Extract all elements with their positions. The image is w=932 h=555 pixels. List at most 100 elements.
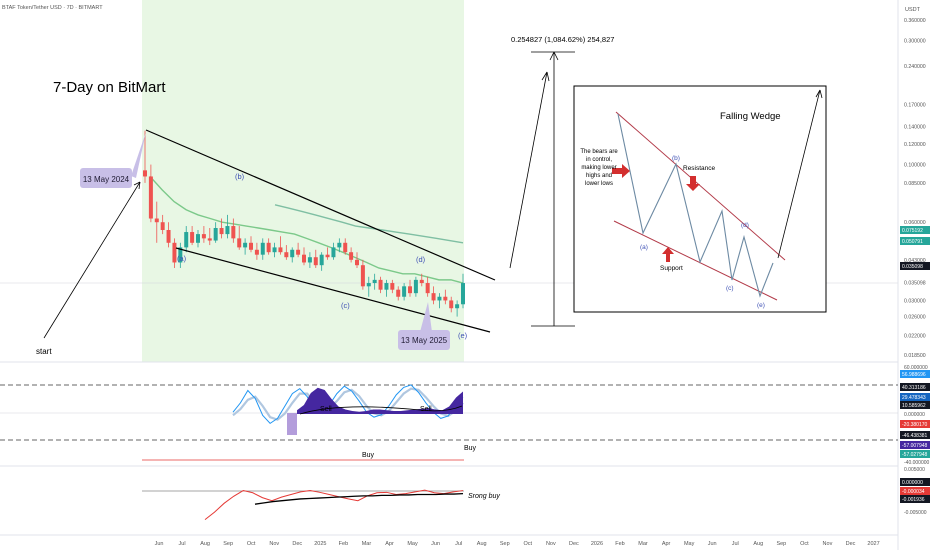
time-axis-tick: Sep [500,541,510,547]
price-axis-tick: 0.035098 [904,281,926,287]
buy-label-1: Buy [362,452,375,459]
price-badge-bg [900,262,930,270]
time-axis-tick: Apr [662,541,671,547]
time-axis-tick: Dec [292,541,302,547]
price-axis-tick: 0.026000 [904,315,926,321]
time-axis-tick: Dec [846,541,856,547]
candle-body [390,283,395,290]
time-axis-tick: Dec [569,541,579,547]
candle-body [455,304,460,309]
candle-body [307,257,312,263]
time-axis-tick: Aug [200,541,210,547]
callout-2025 [398,330,450,350]
candle-body [437,296,442,301]
start-arrow-head [133,181,141,190]
inset-support-arrow [662,247,674,262]
time-axis-tick: Oct [247,541,256,547]
wave-b-label: (b) [235,172,245,181]
candle-body [272,247,277,253]
buy-label-2: Buy [464,445,477,452]
inset-bears-line-5: lower lows [585,181,613,187]
measure-arrow-head [549,51,559,61]
candle-body [431,293,436,301]
inset-title: Falling Wedge [720,111,781,122]
inset-frame [573,85,827,313]
candle-body [231,226,236,239]
candle-body [284,252,289,258]
price-axis-tick: 0.170000 [904,103,926,109]
symbol-line: BTAF Token/Tether USD · 7D · BITMART [2,5,103,11]
time-axis-tick: Jul [179,541,186,547]
time-axis-tick: May [407,541,418,547]
time-axis-tick: May [684,541,695,547]
inset-label-a: (a) [640,244,648,251]
price-axis-tick: 0.360000 [904,18,926,24]
time-axis-tick: Jul [455,541,462,547]
inset-label-c: (c) [726,285,734,292]
candle-body [461,283,465,305]
start-label: start [36,347,52,356]
stoch-d-line [232,387,464,421]
momentum-badge-text: 0.000000 [902,480,923,486]
oscillator-block [287,413,297,435]
candle-body [266,242,271,253]
callout-pointer-2025 [420,302,432,332]
sell-label-2: Sell [420,406,432,413]
momentum-badge-bg [900,495,930,503]
time-axis-tick: Jul [732,541,739,547]
price-axis-unit: USDT [905,7,921,13]
candle-body [166,230,171,243]
ma-slow-line [274,204,464,244]
candle-body [201,234,206,239]
callout-2024-label: 13 May 2024 [83,175,130,184]
inset-breakout-head [815,89,823,99]
time-axis-tick: Oct [800,541,809,547]
momentum-badge-bg [900,478,930,486]
candle-body [260,242,265,255]
time-axis-tick: Nov [546,541,556,547]
time-axis-tick: Nov [269,541,279,547]
measure-label: 0.254827 (1,084.62%) 254,827 [511,35,614,44]
time-axis-tick: 2025 [314,541,326,547]
candle-body [196,234,200,243]
wedge-upper-line [145,129,496,281]
candle-body [378,279,383,290]
inset-support-line [613,220,778,301]
time-axis-tick: Jun [708,541,717,547]
price-badge-text: 0.075192 [902,228,923,234]
highlight-zone [142,0,464,362]
stoch-badge-bg [900,370,930,378]
time-axis-tick: Jun [431,541,440,547]
osc-badge-bg [900,420,930,428]
candle-body [278,247,283,253]
price-axis-tick: 0.140000 [904,125,926,131]
candle-body [313,257,318,266]
ma-fast-line [149,175,464,284]
oscillator-signal [299,405,463,415]
stoch-badge-text: 29.478343 [902,395,926,401]
candle-body [207,238,212,241]
projection-arrow-head [541,71,550,82]
candle-body [219,228,224,235]
inset-bears-line-2: in control, [586,157,612,163]
time-axis-tick: 2027 [867,541,879,547]
stoch-axis-tick: 60.000000 [904,365,928,371]
price-axis-tick: 0.085000 [904,181,926,187]
stoch-badge-text: 10.585962 [902,403,926,409]
inset-bears-line-1: The bears are [580,149,618,155]
sell-label-1: Sell [320,406,332,413]
wedge-lower-line [175,247,491,333]
candle-body [396,289,401,297]
stoch-badge-text: 40.313186 [902,385,926,391]
callout-2025-label: 13 May 2025 [401,336,448,345]
momentum-badge-text: -0.001936 [902,497,925,503]
wave-c-label: (c) [341,301,350,310]
osc-badge-bg [900,441,930,449]
inset-label-e: (e) [757,302,765,309]
candle-body [355,259,359,266]
inset-bears-line-3: making lower [581,165,616,171]
candle-body [425,283,430,294]
candle-body [384,283,389,290]
